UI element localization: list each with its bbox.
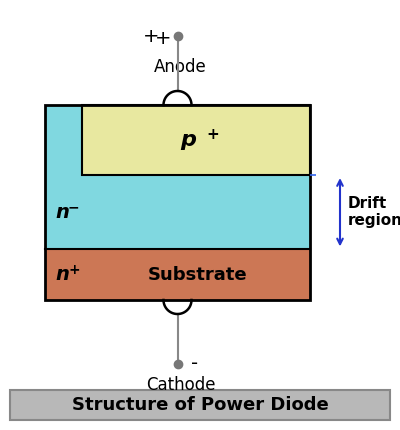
Bar — [10, 390, 390, 420]
Text: p: p — [180, 130, 196, 150]
Text: Structure of Power Diode: Structure of Power Diode — [72, 396, 328, 414]
Bar — [82, 105, 310, 175]
Bar — [45, 249, 310, 300]
Text: Anode: Anode — [154, 58, 207, 76]
Text: +: + — [143, 27, 160, 46]
Bar — [45, 105, 310, 249]
Text: Drift
region: Drift region — [348, 196, 400, 228]
Bar — [82, 105, 310, 175]
Text: n: n — [55, 265, 69, 284]
Text: +: + — [155, 28, 172, 47]
Text: Substrate: Substrate — [148, 266, 247, 284]
Text: +: + — [68, 263, 80, 276]
Text: +: + — [206, 126, 219, 141]
Bar — [45, 105, 310, 300]
Text: -: - — [192, 354, 199, 374]
Text: −: − — [68, 200, 80, 214]
Text: Cathode: Cathode — [146, 376, 215, 394]
Text: n: n — [55, 203, 69, 222]
